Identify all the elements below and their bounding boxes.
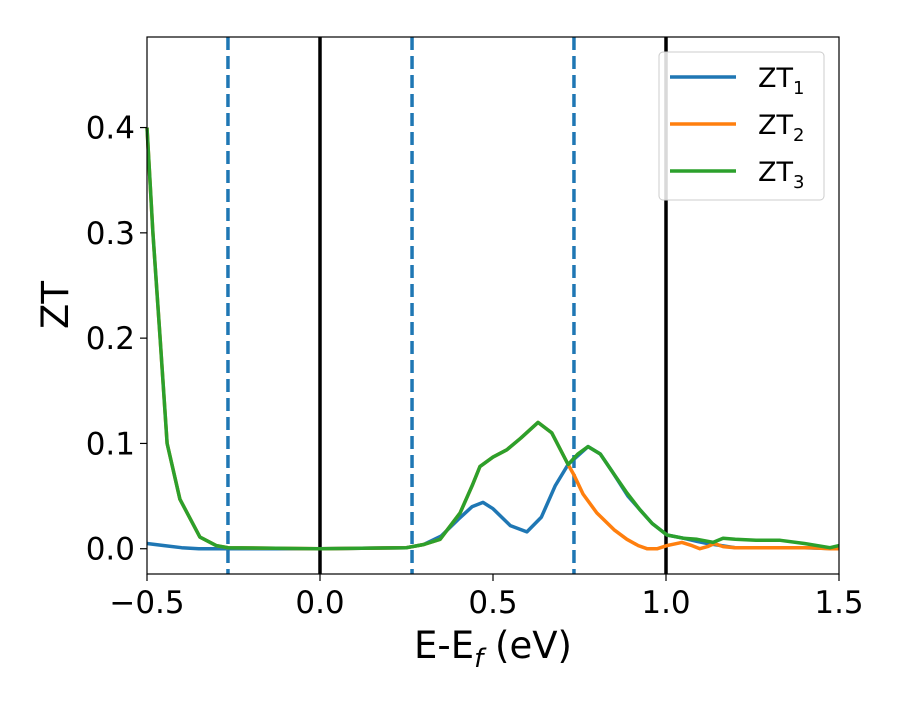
y-tick-label: 0.2 [86,321,135,357]
y-axis-label: ZT [34,281,77,329]
x-tick-label: −0.5 [109,585,184,621]
x-tick-label: 0.0 [295,585,344,621]
legend-label-zt2: ZT2 [758,110,804,146]
legend-label-zt1: ZT1 [758,63,804,99]
y-tick-label: 0.4 [86,111,135,147]
x-axis-label: E-Ef (eV) [414,624,572,674]
legend-label-zt3: ZT3 [758,157,804,193]
x-tick-label: 1.5 [814,585,863,621]
series-line-zt3 [145,127,840,551]
series-line-zt1 [146,444,840,551]
y-tick-label: 0.1 [86,426,135,462]
x-axis-ticks: −0.5 0.0 0.5 1.0 1.5 [109,574,864,621]
y-tick-label: 0.3 [86,216,135,252]
y-axis-ticks: 0.0 0.1 0.2 0.3 0.4 [86,111,147,568]
x-tick-label: 0.5 [468,585,517,621]
legend-box [658,51,825,201]
y-tick-label: 0.0 [86,532,135,568]
vertical-reference-lines [226,37,668,574]
x-tick-label: 1.0 [641,585,690,621]
series-lines [145,127,840,551]
legend: ZT1 ZT2 ZT3 [658,51,825,201]
